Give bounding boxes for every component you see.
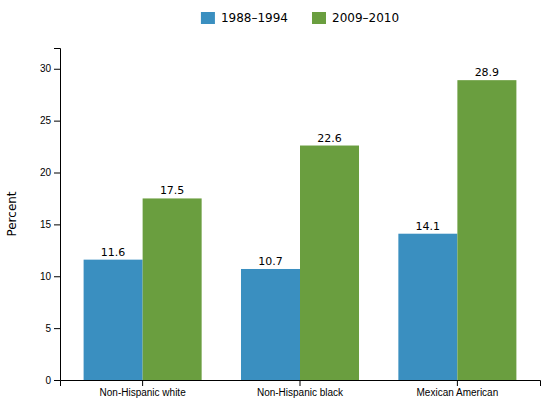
- bar: [241, 269, 300, 380]
- y-tick-mark: [54, 276, 60, 277]
- data-label: 28.9: [475, 66, 500, 79]
- x-tick: Non-Hispanic black: [257, 380, 344, 398]
- y-axis: 0 5 10 15 20 25 30: [40, 49, 61, 386]
- x-tick-mark: [142, 380, 143, 386]
- x-tick-mark: [300, 380, 301, 386]
- chart: 051015202530Non-Hispanic whiteNon-Hispan…: [0, 0, 560, 420]
- data-label: 11.6: [101, 246, 126, 259]
- x-tick-label: Non-Hispanic white: [100, 387, 187, 398]
- y-axis-line: [54, 49, 61, 381]
- x-tick: Non-Hispanic white: [100, 380, 187, 398]
- legend-swatch: [312, 12, 326, 24]
- y-tick-label: 0: [45, 375, 51, 386]
- y-tick: 15: [40, 219, 60, 230]
- bar: [143, 198, 202, 380]
- y-tick-mark: [54, 69, 60, 70]
- legend-swatch: [201, 12, 215, 24]
- x-tick-mark: [457, 380, 458, 386]
- y-tick-mark: [54, 380, 60, 381]
- x-tick-label: Non-Hispanic black: [257, 387, 344, 398]
- legend-item: 2009–2010: [312, 11, 399, 25]
- y-tick-mark: [54, 173, 60, 174]
- y-tick-mark: [54, 328, 60, 329]
- y-axis-title: Percent: [5, 191, 19, 236]
- bar: [457, 80, 516, 380]
- y-tick-label: 10: [40, 271, 52, 282]
- bar: [398, 234, 457, 380]
- bar: [84, 260, 143, 380]
- y-tick: 20: [40, 167, 60, 178]
- y-tick-label: 30: [40, 63, 52, 74]
- data-label: 14.1: [416, 220, 441, 233]
- x-axis: Non-Hispanic white Non-Hispanic black Mexi…: [61, 380, 541, 398]
- y-tick: 10: [40, 271, 60, 282]
- bar: [300, 146, 359, 380]
- x-axis-line: [61, 381, 541, 387]
- y-tick-mark: [54, 224, 60, 225]
- data-label: 10.7: [258, 255, 283, 268]
- data-label: 17.5: [160, 184, 185, 197]
- legend-item: 1988–1994: [201, 11, 288, 25]
- y-tick-label: 5: [45, 323, 51, 334]
- x-tick-label: Mexican American: [417, 387, 499, 398]
- legend: 1988–1994 2009–2010: [201, 11, 399, 25]
- y-tick: 25: [40, 115, 60, 126]
- data-labels: 11.6 10.7 14.1 17.5 22.6 28.9: [101, 66, 499, 268]
- legend-label: 2009–2010: [332, 11, 399, 25]
- y-tick-label: 20: [40, 167, 52, 178]
- data-label: 22.6: [317, 132, 342, 145]
- bars: [84, 80, 517, 380]
- y-tick: 5: [45, 323, 60, 334]
- y-tick: 0: [45, 375, 60, 386]
- plot: 051015202530Non-Hispanic whiteNon-Hispan…: [40, 49, 541, 399]
- x-tick: Mexican American: [417, 380, 499, 398]
- legend-label: 1988–1994: [221, 11, 288, 25]
- y-tick-label: 15: [40, 219, 52, 230]
- y-tick-label: 25: [40, 115, 52, 126]
- y-tick-mark: [54, 121, 60, 122]
- y-tick: 30: [40, 63, 60, 74]
